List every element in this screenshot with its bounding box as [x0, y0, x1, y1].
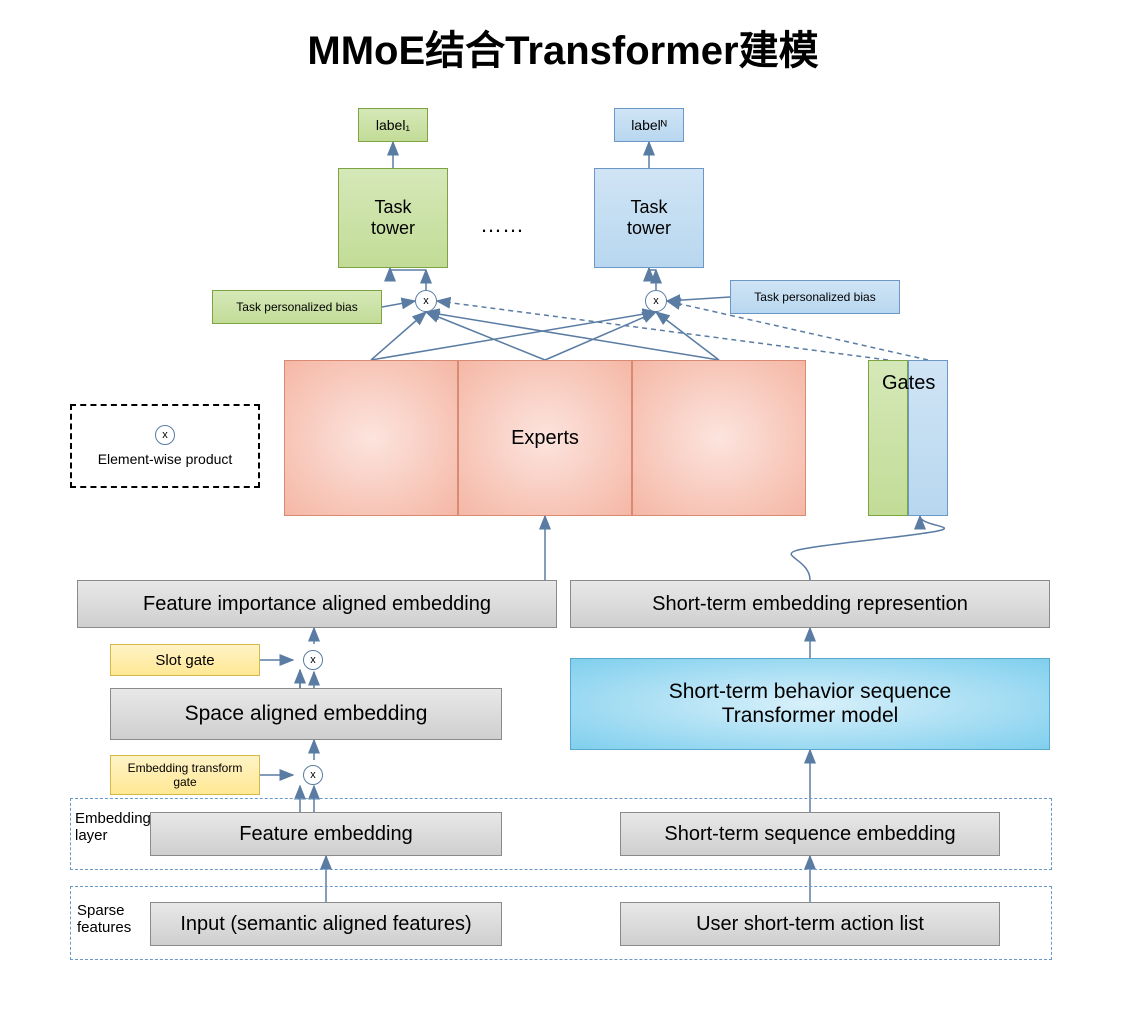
emb-transform-gate: Embedding transform gate: [110, 755, 260, 795]
short-term-emb-rep: Short-term embedding represention: [570, 580, 1050, 628]
mult-slot: x: [303, 650, 323, 670]
embedding-layer-label: Embedding layer: [75, 810, 151, 844]
bias-1: Task personalized bias: [212, 290, 382, 324]
mult-emb: x: [303, 765, 323, 785]
labelN-box: labelᴺ: [614, 108, 684, 142]
short-seq-embedding: Short-term sequence embedding: [620, 812, 1000, 856]
diagram-title: MMoE结合Transformer建模: [0, 18, 1126, 76]
expert-3: [632, 360, 806, 516]
legend-text: Element-wise product: [98, 451, 233, 467]
slot-gate: Slot gate: [110, 644, 260, 676]
input-features: Input (semantic aligned features): [150, 902, 502, 946]
sparse-features-label: Sparse features: [77, 902, 131, 936]
feature-importance-emb: Feature importance aligned embedding: [77, 580, 557, 628]
gates-label: Gates: [882, 372, 935, 395]
space-aligned-emb: Space aligned embedding: [110, 688, 502, 740]
legend-op-icon: x: [155, 425, 175, 445]
ellipsis: ……: [480, 212, 524, 238]
label1-box: label₁: [358, 108, 428, 142]
task-tower-N: Task tower: [594, 168, 704, 268]
task-tower-1: Task tower: [338, 168, 448, 268]
mult-op-1: x: [415, 290, 437, 312]
user-action-list: User short-term action list: [620, 902, 1000, 946]
expert-1: [284, 360, 458, 516]
legend-box: x Element-wise product: [70, 404, 260, 488]
bias-N: Task personalized bias: [730, 280, 900, 314]
feature-embedding: Feature embedding: [150, 812, 502, 856]
short-term-transformer: Short-term behavior sequence Transformer…: [570, 658, 1050, 750]
expert-2: Experts: [458, 360, 632, 516]
mult-op-N: x: [645, 290, 667, 312]
